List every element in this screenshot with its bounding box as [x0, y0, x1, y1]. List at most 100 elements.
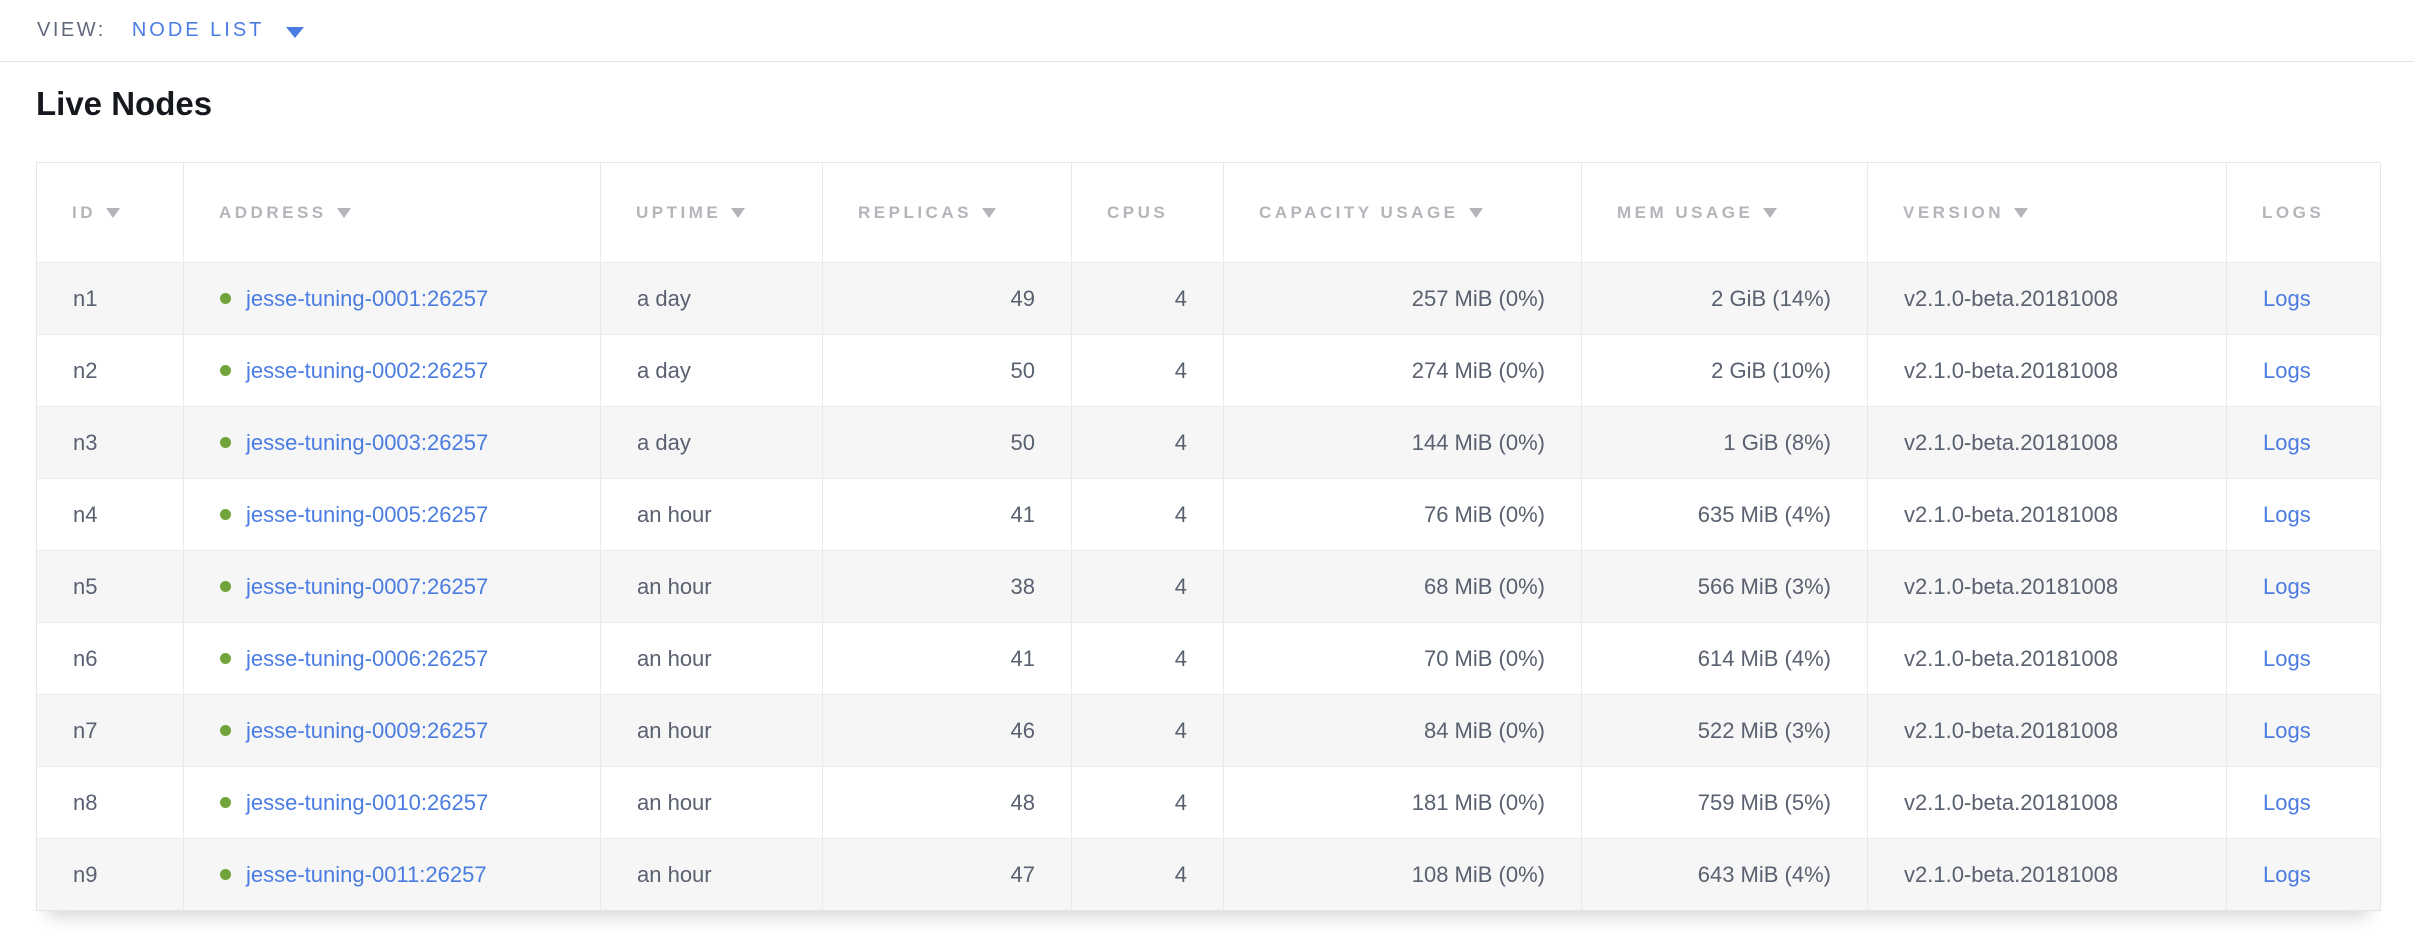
node-id-cell: n9: [36, 838, 184, 911]
live-status-dot: [220, 292, 231, 304]
replicas-cell: 50: [822, 406, 1072, 479]
column-header-uptime[interactable]: UPTIME: [600, 162, 823, 263]
column-header-label: VERSION: [1903, 202, 2005, 222]
logs-link[interactable]: Logs: [2263, 717, 2311, 743]
live-status-dot: [220, 652, 231, 664]
logs-link[interactable]: Logs: [2263, 573, 2311, 599]
column-header-address[interactable]: ADDRESS: [183, 162, 601, 263]
version-cell: v2.1.0-beta.20181008: [1867, 334, 2227, 407]
node-address-link[interactable]: jesse-tuning-0003:26257: [246, 429, 489, 455]
node-address-cell: jesse-tuning-0001:26257: [183, 262, 601, 335]
sort-desc-icon: [731, 207, 746, 218]
logs-cell: Logs: [2227, 623, 2381, 695]
node-address-link[interactable]: jesse-tuning-0001:26257: [246, 285, 489, 311]
column-header-label: ID: [72, 202, 96, 222]
version-cell: v2.1.0-beta.20181008: [1867, 694, 2227, 767]
live-status-dot: [220, 436, 231, 448]
logs-cell: Logs: [2227, 839, 2381, 911]
cpus-cell: 4: [1071, 334, 1224, 407]
table-row: n6 jesse-tuning-0006:26257 an hour 41 4 …: [36, 622, 2381, 695]
logs-link[interactable]: Logs: [2263, 357, 2311, 383]
logs-link[interactable]: Logs: [2263, 861, 2311, 887]
logs-link[interactable]: Logs: [2263, 789, 2311, 815]
replicas-cell: 50: [822, 334, 1072, 407]
mem-usage-cell: 1 GiB (8%): [1581, 406, 1868, 479]
logs-link[interactable]: Logs: [2263, 645, 2311, 671]
mem-usage-cell: 2 GiB (14%): [1581, 262, 1868, 335]
sort-desc-icon: [106, 207, 120, 218]
cpus-cell: 4: [1071, 838, 1224, 911]
table-header-row: ID ADDRESS UPTIME REPLICAS CPUS CAPACITY…: [36, 162, 2381, 263]
node-address-cell: jesse-tuning-0002:26257: [183, 334, 601, 407]
table-row: n8 jesse-tuning-0010:26257 an hour 48 4 …: [36, 766, 2381, 839]
node-address-link[interactable]: jesse-tuning-0009:26257: [246, 717, 489, 743]
replicas-cell: 47: [822, 838, 1072, 911]
node-address-link[interactable]: jesse-tuning-0010:26257: [246, 789, 489, 815]
view-label: VIEW:: [37, 19, 106, 41]
view-selector-dropdown[interactable]: NODE LIST: [132, 19, 305, 42]
node-address-cell: jesse-tuning-0006:26257: [183, 622, 601, 695]
table-row: n3 jesse-tuning-0003:26257 a day 50 4 14…: [36, 406, 2381, 479]
node-id-cell: n2: [36, 334, 184, 407]
capacity-usage-cell: 144 MiB (0%): [1223, 406, 1582, 479]
cpus-cell: 4: [1071, 478, 1224, 551]
mem-usage-cell: 2 GiB (10%): [1581, 334, 1868, 407]
node-address-cell: jesse-tuning-0009:26257: [183, 694, 601, 767]
uptime-cell: a day: [600, 262, 823, 335]
logs-link[interactable]: Logs: [2263, 429, 2311, 455]
node-address-link[interactable]: jesse-tuning-0007:26257: [246, 573, 489, 599]
column-header-capacity-usage[interactable]: CAPACITY USAGE: [1223, 162, 1582, 263]
uptime-cell: an hour: [600, 478, 823, 551]
column-header-replicas[interactable]: REPLICAS: [822, 162, 1072, 263]
table-row: n9 jesse-tuning-0011:26257 an hour 47 4 …: [36, 838, 2381, 911]
table-row: n2 jesse-tuning-0002:26257 a day 50 4 27…: [36, 334, 2381, 407]
cpus-cell: 4: [1071, 406, 1224, 479]
uptime-cell: an hour: [600, 622, 823, 695]
mem-usage-cell: 614 MiB (4%): [1581, 622, 1868, 695]
mem-usage-cell: 522 MiB (3%): [1581, 694, 1868, 767]
node-id-cell: n7: [36, 694, 184, 767]
mem-usage-cell: 635 MiB (4%): [1581, 478, 1868, 551]
column-header-mem-usage[interactable]: MEM USAGE: [1581, 162, 1868, 263]
live-status-dot: [220, 364, 231, 376]
version-cell: v2.1.0-beta.20181008: [1867, 478, 2227, 551]
uptime-cell: an hour: [600, 766, 823, 839]
uptime-cell: an hour: [600, 550, 823, 623]
cpus-cell: 4: [1071, 262, 1224, 335]
live-status-dot: [220, 868, 231, 880]
node-address-link[interactable]: jesse-tuning-0006:26257: [246, 645, 489, 671]
uptime-cell: an hour: [600, 838, 823, 911]
sort-desc-icon: [1763, 207, 1778, 218]
version-cell: v2.1.0-beta.20181008: [1867, 550, 2227, 623]
mem-usage-cell: 759 MiB (5%): [1581, 766, 1868, 839]
table-row: n7 jesse-tuning-0009:26257 an hour 46 4 …: [36, 694, 2381, 767]
replicas-cell: 48: [822, 766, 1072, 839]
logs-link[interactable]: Logs: [2263, 501, 2311, 527]
logs-cell: Logs: [2227, 695, 2381, 767]
capacity-usage-cell: 181 MiB (0%): [1223, 766, 1582, 839]
logs-cell: Logs: [2227, 407, 2381, 479]
node-address-cell: jesse-tuning-0005:26257: [183, 478, 601, 551]
sort-desc-icon: [336, 207, 351, 218]
column-header-version[interactable]: VERSION: [1867, 162, 2227, 263]
main-content: Live Nodes ID ADDRESS UPTIME REPLICAS CP…: [0, 84, 2414, 911]
node-address-link[interactable]: jesse-tuning-0002:26257: [246, 357, 489, 383]
node-address-link[interactable]: jesse-tuning-0011:26257: [246, 861, 487, 887]
logs-cell: Logs: [2227, 263, 2381, 335]
capacity-usage-cell: 108 MiB (0%): [1223, 838, 1582, 911]
column-header-id[interactable]: ID: [36, 162, 184, 263]
version-cell: v2.1.0-beta.20181008: [1867, 838, 2227, 911]
sort-desc-icon: [2014, 207, 2029, 218]
logs-cell: Logs: [2227, 551, 2381, 623]
capacity-usage-cell: 76 MiB (0%): [1223, 478, 1582, 551]
capacity-usage-cell: 84 MiB (0%): [1223, 694, 1582, 767]
mem-usage-cell: 566 MiB (3%): [1581, 550, 1868, 623]
node-address-link[interactable]: jesse-tuning-0005:26257: [246, 501, 489, 527]
version-cell: v2.1.0-beta.20181008: [1867, 262, 2227, 335]
uptime-cell: a day: [600, 406, 823, 479]
logs-link[interactable]: Logs: [2263, 285, 2311, 311]
uptime-cell: a day: [600, 334, 823, 407]
node-address-cell: jesse-tuning-0011:26257: [183, 838, 601, 911]
node-id-cell: n5: [36, 550, 184, 623]
version-cell: v2.1.0-beta.20181008: [1867, 406, 2227, 479]
